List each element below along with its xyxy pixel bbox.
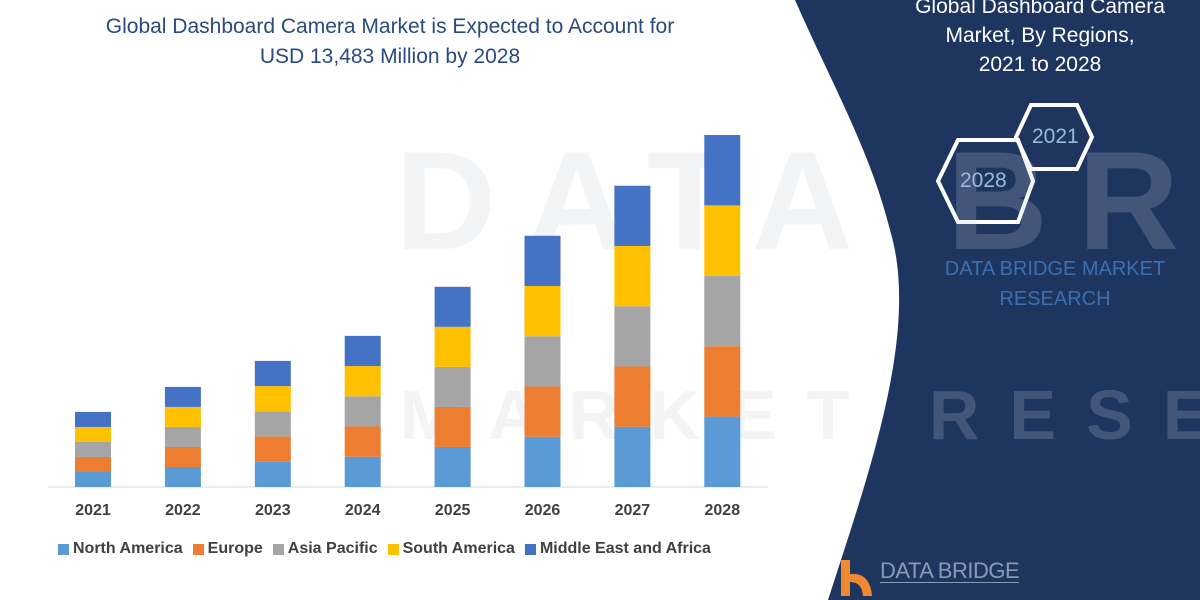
bar-segment-2024-asia-pacific — [344, 396, 381, 427]
x-tick-label: 2022 — [165, 502, 201, 519]
bar-segment-2021-north-america — [75, 471, 111, 487]
legend-label: North America — [73, 540, 183, 557]
bar-segment-2023-europe — [254, 436, 291, 462]
bar-segment-2022-south-america — [164, 406, 201, 427]
hex-label-2028: 2028 — [960, 169, 1007, 192]
legend-swatch — [58, 543, 69, 555]
bar-segment-2022-north-america — [164, 466, 201, 487]
bar-segment-2025-europe — [434, 406, 471, 447]
bar-segment-2022-middle-east-and-africa — [164, 386, 201, 407]
x-tick-label: 2027 — [614, 502, 651, 519]
bar-segment-2021-asia-pacific — [75, 441, 111, 457]
bar-segment-2028-middle-east-and-africa — [704, 135, 741, 206]
bar-segment-2022-europe — [164, 446, 201, 467]
title-line-2: USD 13,483 Million by 2028 — [259, 45, 521, 68]
bar-segment-2023-middle-east-and-africa — [254, 360, 291, 387]
legend-item: Middle East and Africa — [524, 540, 711, 558]
logo-text: DATA BRIDGE — [880, 558, 1020, 583]
bar-segment-2024-north-america — [344, 456, 381, 487]
bars-group — [75, 135, 741, 487]
bar-segment-2022-asia-pacific — [164, 426, 201, 447]
bar-segment-2027-south-america — [614, 245, 651, 307]
x-tick-label: 2021 — [75, 502, 111, 519]
legend: North America Europe Asia Pacific South Ame… — [58, 540, 711, 558]
bar-segment-2023-south-america — [254, 386, 291, 412]
legend-label: Europe — [207, 540, 263, 557]
bar-segment-2028-asia-pacific — [704, 275, 741, 347]
bar-segment-2023-north-america — [254, 461, 291, 487]
bar-segment-2028-europe — [704, 346, 741, 417]
bar-segment-2024-middle-east-and-africa — [344, 335, 381, 367]
hexagon-2021 — [1013, 103, 1095, 171]
title-line-1: Global Dashboard Camera Market is Expect… — [105, 15, 675, 38]
logo-b-icon — [841, 560, 872, 596]
brand-text: DATA BRIDGE MARKET RESEARCH — [900, 254, 1200, 314]
x-tick-label: 2023 — [255, 502, 291, 519]
bar-segment-2025-north-america — [434, 446, 471, 487]
company-logo: DATA BRIDGE — [838, 558, 1020, 600]
chart-title: Global Dashboard Camera Market is Expect… — [40, 12, 740, 72]
bar-segment-2027-north-america — [614, 426, 651, 487]
bar-segment-2027-asia-pacific — [614, 306, 651, 367]
side-title-line-3: 2021 to 2028 — [978, 53, 1102, 76]
side-panel-title: Global Dashboard Camera Market, By Regio… — [860, 0, 1200, 79]
bar-segment-2026-south-america — [524, 285, 561, 337]
legend-item: South America — [387, 540, 515, 558]
x-tick-label: 2028 — [704, 502, 741, 519]
legend-item: Asia Pacific — [272, 540, 378, 558]
hexagon-2028 — [935, 138, 1036, 224]
bar-segment-2028-south-america — [704, 205, 741, 276]
legend-swatch — [192, 543, 204, 555]
bar-segment-2024-south-america — [344, 366, 381, 397]
bar-segment-2027-europe — [614, 366, 651, 427]
side-panel — [795, 0, 1200, 600]
brand-line-1: DATA BRIDGE MARKET — [944, 258, 1166, 280]
bar-segment-2025-asia-pacific — [434, 366, 471, 407]
side-title-line-2: Market, By Regions, — [945, 24, 1135, 47]
legend-label: Asia Pacific — [287, 540, 378, 557]
bar-segment-2026-middle-east-and-africa — [524, 235, 561, 286]
legend-label: South America — [402, 540, 515, 557]
legend-swatch — [272, 543, 284, 555]
x-tick-label: 2025 — [434, 502, 471, 519]
bar-segment-2026-europe — [524, 386, 561, 437]
bar-segment-2026-north-america — [524, 436, 561, 487]
bar-segment-2021-south-america — [75, 426, 111, 442]
legend-swatch — [524, 543, 536, 555]
side-title-line-1: Global Dashboard Camera — [915, 0, 1165, 18]
bar-segment-2026-asia-pacific — [524, 336, 561, 387]
brand-line-2: RESEARCH — [999, 288, 1111, 310]
bar-segment-2027-middle-east-and-africa — [614, 185, 651, 246]
hex-label-2021: 2021 — [1032, 125, 1079, 148]
bar-segment-2025-middle-east-and-africa — [434, 286, 471, 327]
bar-segment-2028-north-america — [704, 416, 741, 487]
bar-segment-2021-middle-east-and-africa — [75, 411, 111, 427]
bar-segment-2024-europe — [344, 426, 381, 457]
legend-label: Middle East and Africa — [539, 540, 711, 557]
x-tick-label: 2024 — [344, 502, 381, 519]
legend-swatch — [387, 543, 399, 555]
legend-item: Europe — [192, 540, 263, 558]
bar-segment-2021-europe — [75, 456, 111, 472]
x-tick-label: 2026 — [524, 502, 561, 519]
bar-segment-2023-asia-pacific — [254, 411, 291, 437]
legend-item: North America — [58, 540, 183, 558]
bar-segment-2025-south-america — [434, 326, 471, 367]
